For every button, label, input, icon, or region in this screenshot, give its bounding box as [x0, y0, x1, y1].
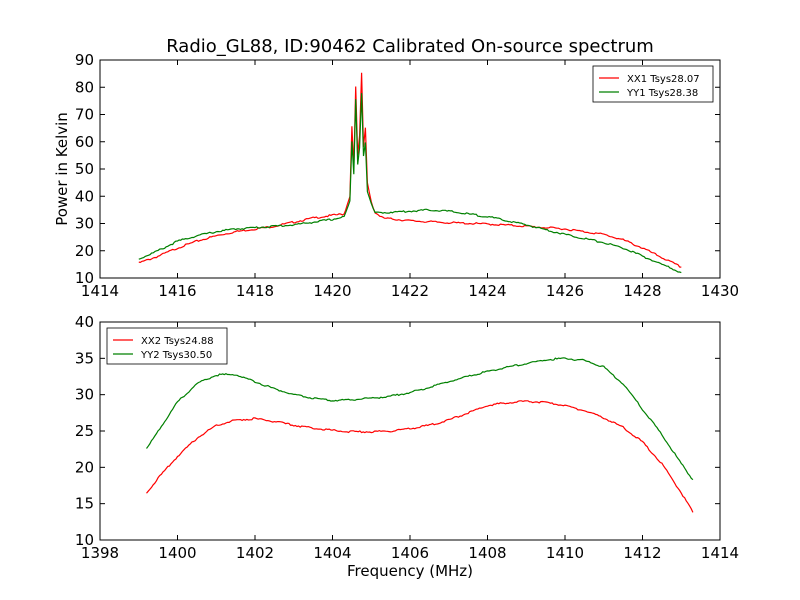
y-axis-label-top: Power in Kelvin — [53, 112, 71, 226]
legend-entry: XX1 Tsys28.07 — [627, 74, 700, 85]
y-tick-label: 15 — [75, 495, 94, 513]
x-tick-label: 1418 — [236, 282, 274, 300]
x-tick-label: 1398 — [81, 544, 119, 562]
x-tick-label: 1404 — [313, 544, 351, 562]
legend-entry: XX2 Tsys24.88 — [141, 336, 214, 347]
legend-box — [106, 327, 228, 365]
x-tick-label: 1406 — [391, 544, 429, 562]
y-tick-label: 25 — [75, 422, 94, 440]
x-axis-label-bottom: Frequency (MHz) — [347, 562, 473, 580]
series-line-2 — [146, 357, 694, 481]
y-tick-label: 30 — [75, 386, 94, 404]
y-tick-label: 70 — [75, 106, 94, 124]
x-tick-label: 1428 — [623, 282, 661, 300]
legend-box — [592, 65, 714, 103]
legend-entry: YY2 Tsys30.50 — [140, 350, 212, 361]
y-tick-label: 35 — [75, 349, 94, 367]
chart-title: Radio_GL88, ID:90462 Calibrated On-sourc… — [166, 36, 654, 57]
x-tick-label: 1424 — [468, 282, 506, 300]
x-tick-label: 1414 — [81, 282, 119, 300]
legend: XX2 Tsys24.88 YY2 Tsys30.50 — [106, 327, 228, 365]
y-tick-label: 10 — [75, 531, 94, 549]
x-tick-label: 1430 — [701, 282, 739, 300]
y-tick-label: 40 — [75, 187, 94, 205]
y-tick-label: 30 — [75, 215, 94, 233]
x-tick-label: 1412 — [623, 544, 661, 562]
y-tick-label: 60 — [75, 133, 94, 151]
legend-entry: YY1 Tsys28.38 — [626, 88, 698, 99]
x-tick-label: 1420 — [313, 282, 351, 300]
x-tick-label: 1408 — [468, 544, 506, 562]
series-line-2 — [138, 93, 682, 274]
x-tick-label: 1402 — [236, 544, 274, 562]
x-tick-label: 1416 — [158, 282, 196, 300]
x-tick-label: 1422 — [391, 282, 429, 300]
y-tick-label: 50 — [75, 160, 94, 178]
y-tick-label: 10 — [75, 269, 94, 287]
x-tick-label: 1414 — [701, 544, 739, 562]
y-tick-label: 90 — [75, 51, 94, 69]
legend: XX1 Tsys28.07 YY1 Tsys28.38 — [592, 65, 714, 103]
y-tick-label: 20 — [75, 242, 94, 260]
top-panel: 1414 1416 1418 1420 1422 1424 1426 1428 1430 10 20… — [75, 51, 739, 300]
y-tick-label: 80 — [75, 78, 94, 96]
x-tick-label: 1426 — [546, 282, 584, 300]
series-line-1 — [146, 400, 694, 513]
series-line-1 — [138, 72, 682, 268]
y-tick-label: 20 — [75, 458, 94, 476]
y-tick-label: 40 — [75, 313, 94, 331]
x-tick-label: 1410 — [546, 544, 584, 562]
x-tick-label: 1400 — [158, 544, 196, 562]
bottom-panel: 1398 1400 1402 1404 1406 1408 1410 1412 1414 10 15… — [75, 313, 739, 562]
